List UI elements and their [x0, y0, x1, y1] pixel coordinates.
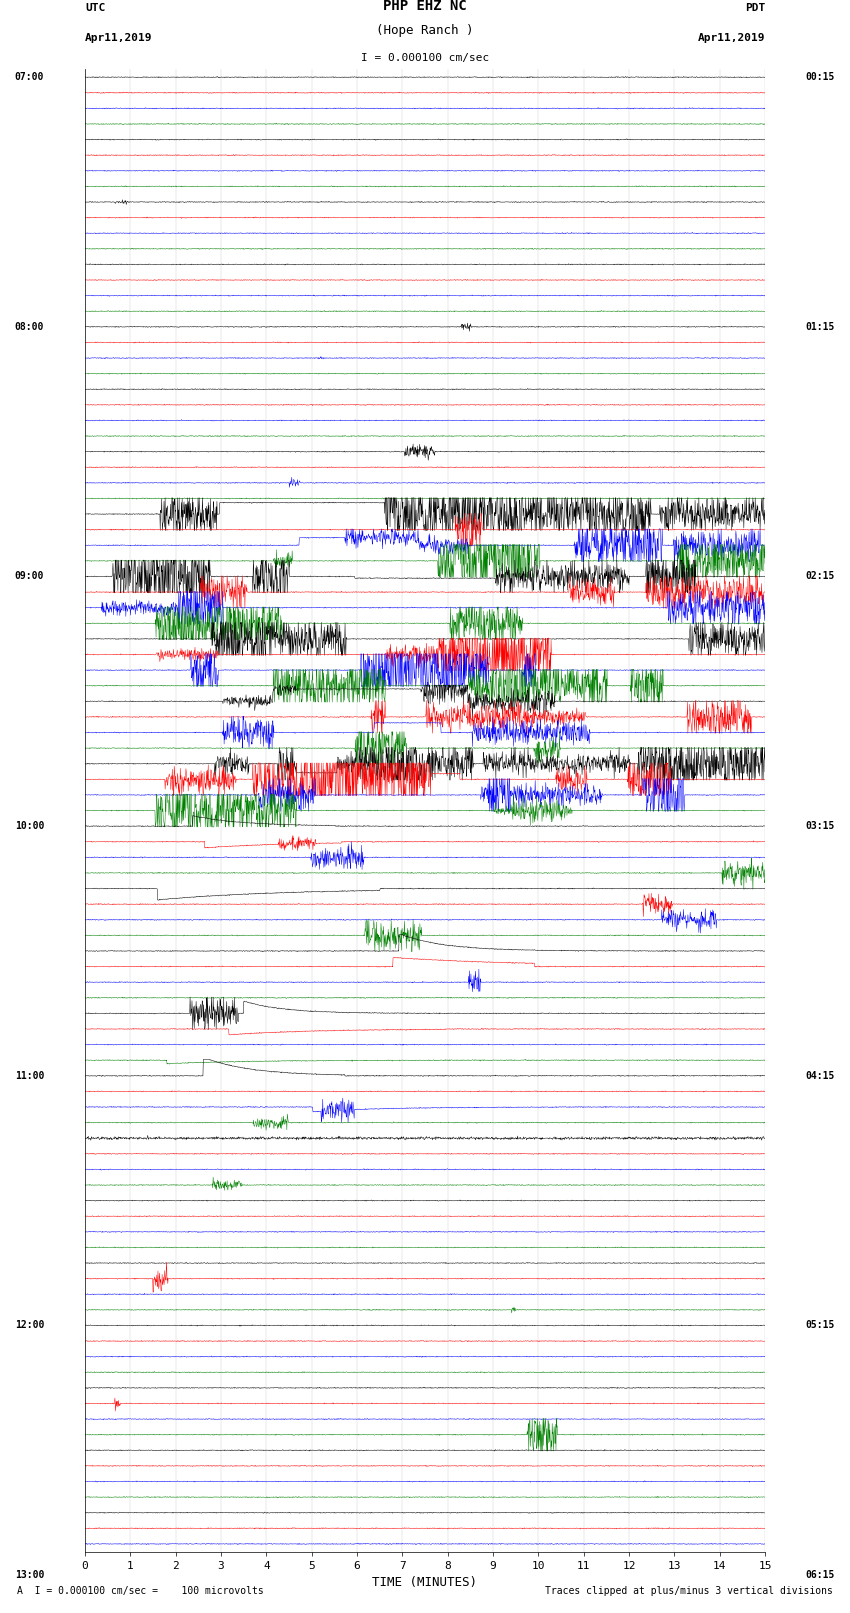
Text: 13:00: 13:00: [14, 1569, 44, 1581]
Text: Apr11,2019: Apr11,2019: [85, 32, 152, 42]
Text: 07:00: 07:00: [14, 73, 44, 82]
Text: Apr11,2019: Apr11,2019: [698, 32, 765, 42]
X-axis label: TIME (MINUTES): TIME (MINUTES): [372, 1576, 478, 1589]
Text: PHP EHZ NC: PHP EHZ NC: [383, 0, 467, 13]
Text: 00:15: 00:15: [806, 73, 836, 82]
Text: 01:15: 01:15: [806, 323, 836, 332]
Text: 02:15: 02:15: [806, 571, 836, 581]
Text: (Hope Ranch ): (Hope Ranch ): [377, 24, 473, 37]
Text: UTC: UTC: [85, 3, 105, 13]
Text: 10:00: 10:00: [14, 821, 44, 831]
Text: PDT: PDT: [745, 3, 765, 13]
Text: 09:00: 09:00: [14, 571, 44, 581]
Text: 12:00: 12:00: [14, 1321, 44, 1331]
Text: Traces clipped at plus/minus 3 vertical divisions: Traces clipped at plus/minus 3 vertical …: [545, 1586, 833, 1595]
Text: 03:15: 03:15: [806, 821, 836, 831]
Text: I = 0.000100 cm/sec: I = 0.000100 cm/sec: [361, 53, 489, 63]
Text: 11:00: 11:00: [14, 1071, 44, 1081]
Text: 05:15: 05:15: [806, 1321, 836, 1331]
Text: A  I = 0.000100 cm/sec =    100 microvolts: A I = 0.000100 cm/sec = 100 microvolts: [17, 1586, 264, 1595]
Text: 04:15: 04:15: [806, 1071, 836, 1081]
Text: 06:15: 06:15: [806, 1569, 836, 1581]
Text: 08:00: 08:00: [14, 323, 44, 332]
